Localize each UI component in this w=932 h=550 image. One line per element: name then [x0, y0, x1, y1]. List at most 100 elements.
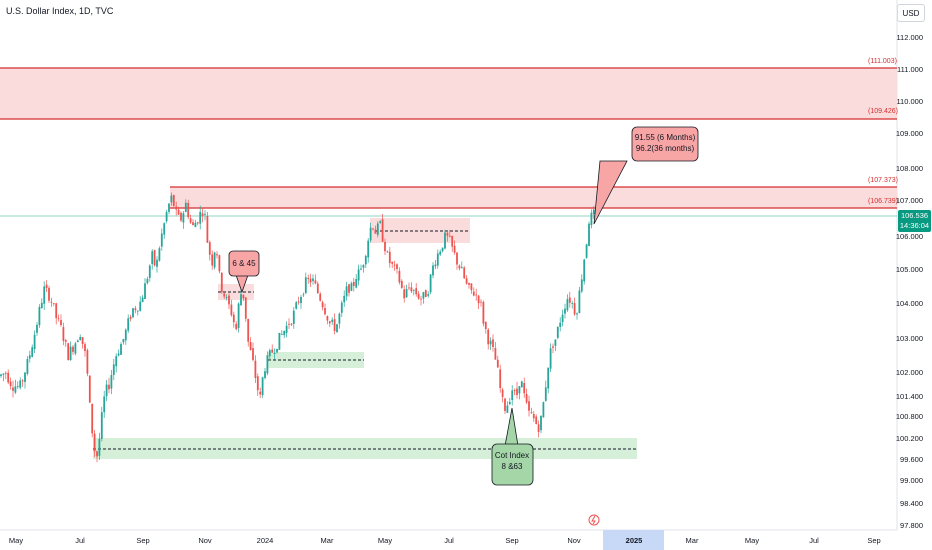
callout-6-45[interactable]: 6 & 45 — [228, 250, 260, 294]
candle — [84, 342, 86, 357]
candle — [564, 303, 566, 319]
candle — [67, 342, 70, 361]
candle — [388, 246, 391, 268]
candle — [168, 202, 170, 215]
candle — [175, 201, 178, 216]
candle — [103, 390, 106, 418]
price-tick-label: 100.200 — [896, 434, 923, 443]
price-tick-label: 106.000 — [896, 232, 923, 241]
candle — [501, 387, 504, 403]
candle — [177, 206, 180, 216]
candle — [153, 249, 156, 267]
candle — [326, 315, 329, 325]
candle — [192, 219, 194, 226]
candle — [199, 205, 202, 230]
candle — [170, 192, 173, 206]
candle — [458, 264, 461, 271]
candle — [26, 356, 29, 376]
candle — [324, 303, 326, 316]
candle — [208, 240, 211, 261]
candle — [0, 373, 2, 378]
candle — [72, 344, 74, 355]
candle — [381, 213, 384, 243]
price-tick-label: 97.800 — [900, 521, 923, 530]
candle — [576, 312, 578, 320]
candle — [384, 238, 386, 255]
candle — [547, 367, 550, 394]
candle — [7, 369, 10, 385]
candle — [45, 280, 48, 292]
candle — [120, 342, 122, 355]
candle — [480, 299, 482, 307]
candle — [556, 326, 559, 340]
candle — [508, 397, 511, 406]
candle — [530, 407, 533, 414]
candle — [583, 258, 586, 285]
time-axis: May Jul Sep Nov 2024 Mar May Jul Sep Nov 2025 Mar Ma… — [9, 536, 881, 545]
callout-6-45-text: 6 & 45 — [232, 259, 256, 268]
candle — [252, 342, 254, 362]
candle — [559, 317, 562, 332]
candle — [139, 296, 142, 312]
candle — [74, 341, 77, 356]
candle — [62, 322, 65, 346]
price-tick-label: 110.000 — [896, 97, 923, 106]
candle — [436, 249, 439, 269]
candle — [235, 321, 238, 331]
candle — [554, 339, 557, 352]
candle — [463, 266, 466, 280]
candle — [48, 285, 50, 303]
candle — [307, 274, 310, 284]
candle — [218, 254, 221, 274]
candle — [379, 219, 382, 224]
candle — [100, 406, 103, 442]
price-tick-label: 111.000 — [897, 65, 923, 74]
candle — [91, 403, 94, 438]
price-tick-label: 109.000 — [896, 129, 923, 138]
chart-title: U.S. Dollar Index, 1D, TVC — [6, 6, 114, 16]
time-tick-label: May — [745, 536, 759, 545]
candle — [182, 211, 185, 229]
candle — [504, 397, 506, 414]
candle — [280, 330, 283, 335]
time-tick-label: 2024 — [257, 536, 274, 545]
candles — [0, 192, 595, 463]
resistance-zone-upper[interactable] — [0, 68, 897, 119]
candle — [165, 209, 168, 224]
price-tick-label: 98.400 — [900, 499, 923, 508]
candle — [132, 307, 134, 319]
candle — [477, 295, 480, 309]
candle — [60, 314, 62, 327]
candle — [412, 289, 415, 296]
candle — [472, 287, 475, 297]
candle — [249, 337, 252, 351]
candle — [338, 312, 341, 329]
candle — [496, 355, 499, 368]
candle — [448, 229, 451, 238]
candle — [16, 381, 19, 389]
date-highlight — [603, 530, 664, 550]
callout-months[interactable]: 91.55 (6 Months) 96.2(36 months) — [593, 126, 699, 225]
event-marker-icon[interactable] — [588, 514, 600, 526]
candle — [288, 318, 290, 329]
price-tick-label: 99.600 — [900, 455, 923, 464]
candle — [9, 377, 12, 390]
candle — [189, 214, 192, 225]
candle — [475, 288, 478, 301]
candle — [532, 410, 535, 422]
candle — [568, 291, 571, 308]
callout-cot-index[interactable]: Cot Index 8 &63 — [491, 407, 534, 486]
candle — [14, 379, 17, 394]
resistance-zone-lower[interactable] — [170, 187, 897, 208]
candle — [573, 297, 576, 316]
candle — [12, 380, 14, 398]
price-tick-label: 102.000 — [896, 368, 923, 377]
candle — [180, 211, 182, 223]
callout-cot-line2: 8 &63 — [502, 462, 523, 471]
candle — [2, 373, 5, 382]
candle — [374, 225, 377, 234]
candle — [290, 322, 293, 327]
candle — [482, 300, 485, 327]
candle — [432, 262, 434, 279]
